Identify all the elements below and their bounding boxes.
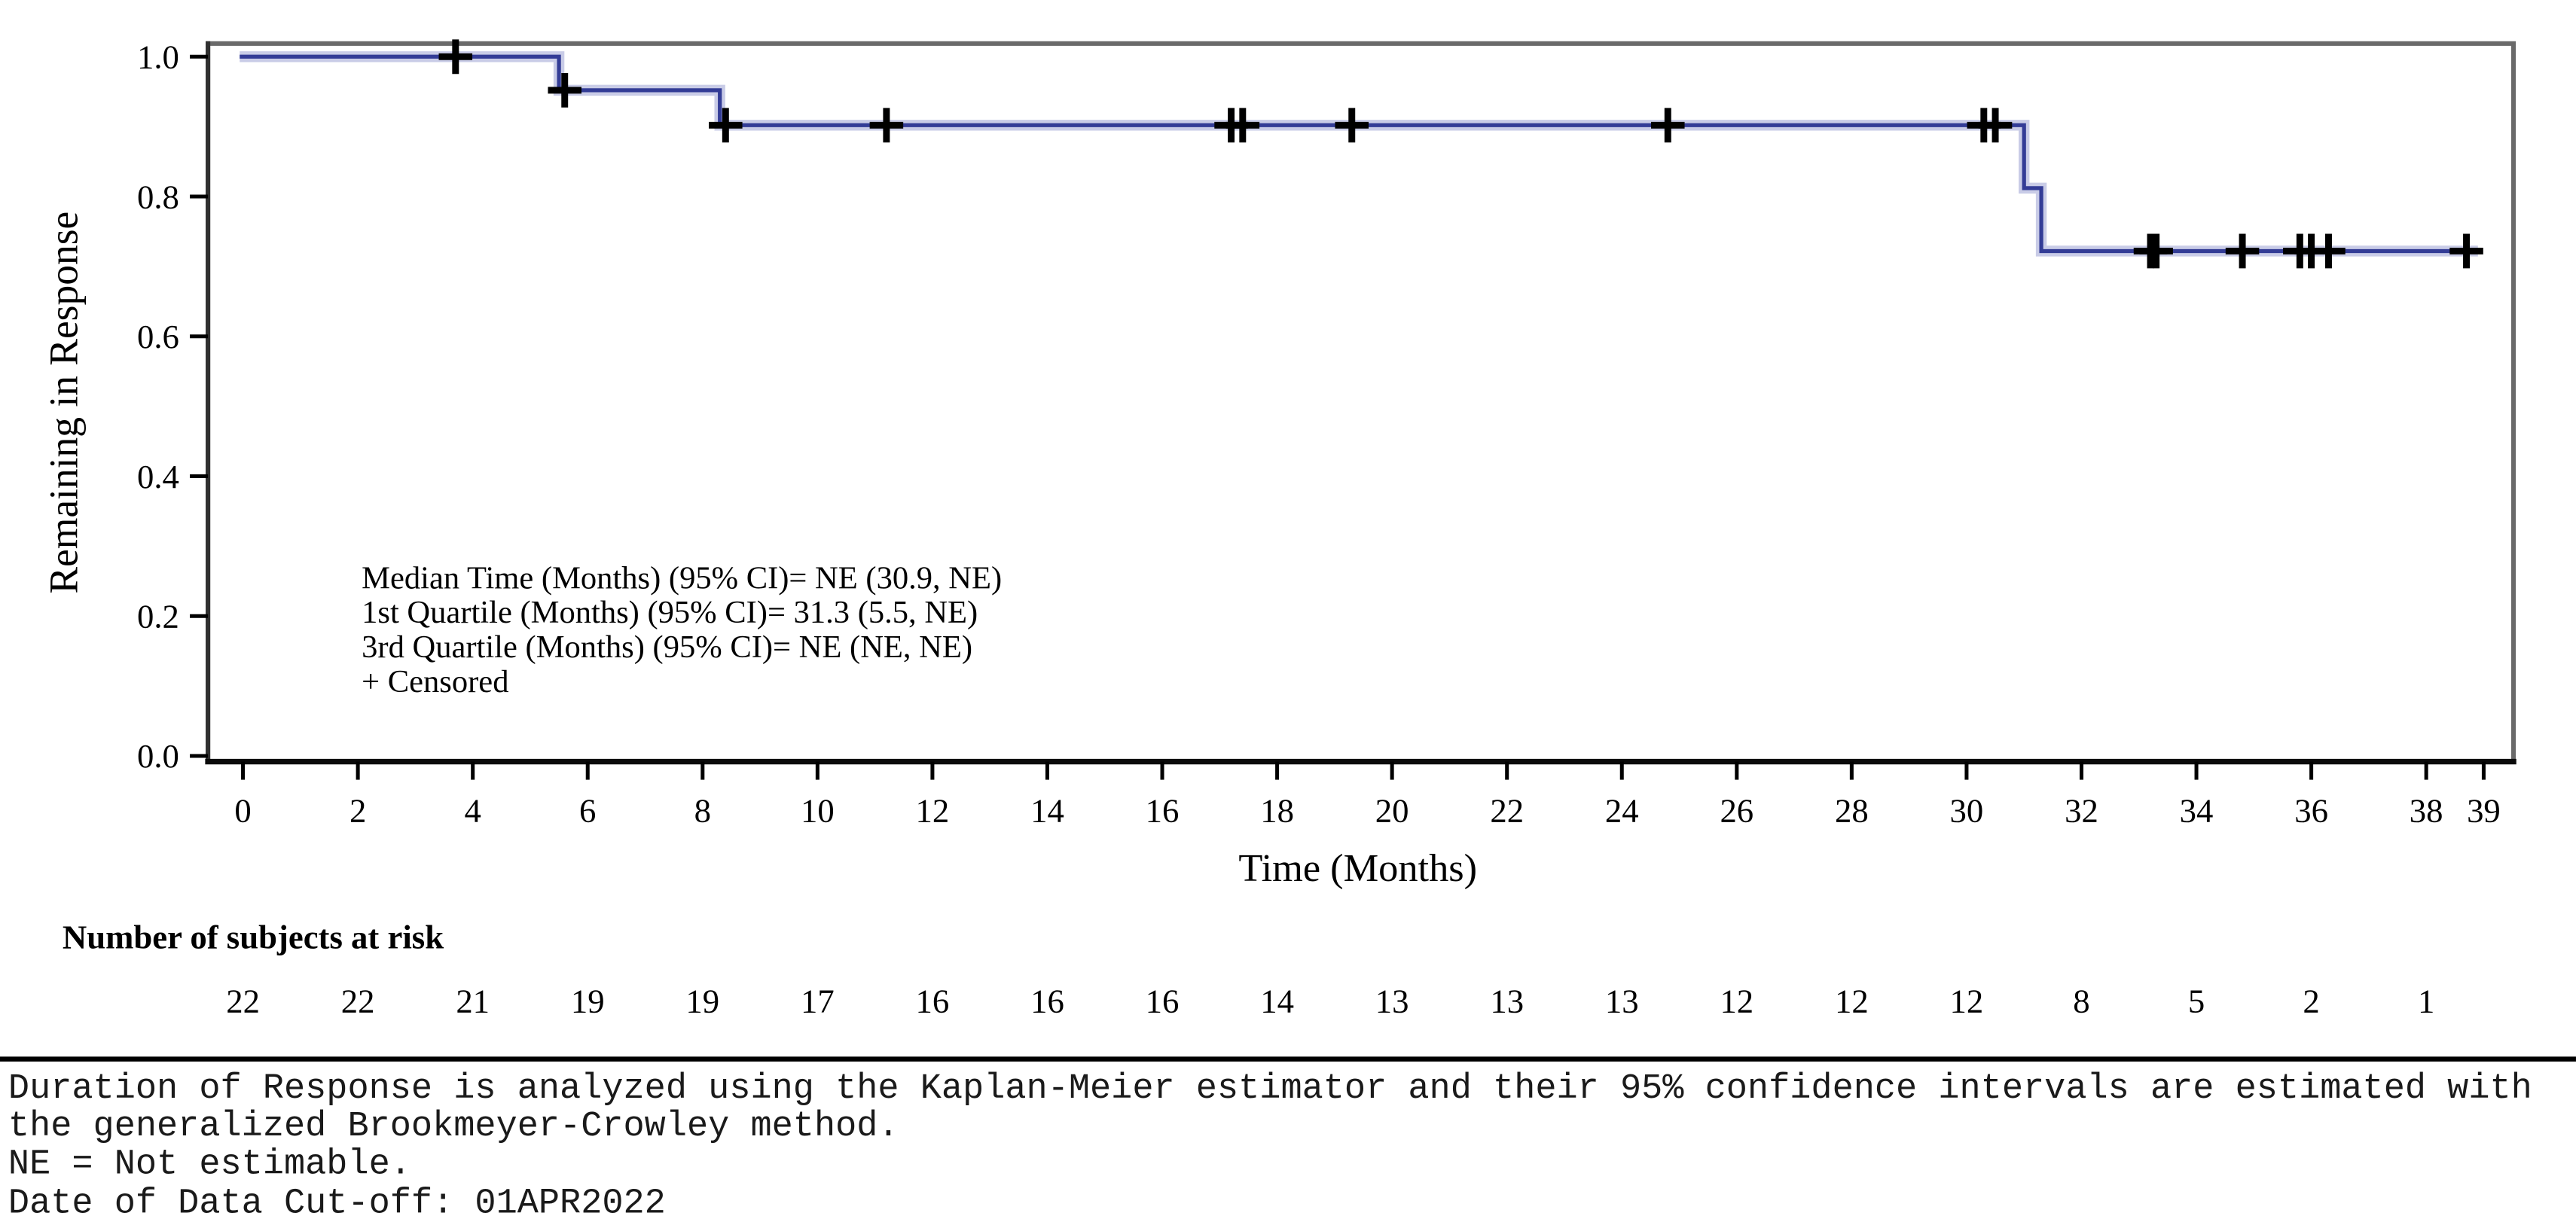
x-tick-label: 4: [464, 791, 481, 829]
at-risk-count: 13: [1605, 982, 1639, 1019]
y-tick-label: 0.2: [137, 597, 179, 635]
footnote-line-1: Duration of Response is analyzed using t…: [8, 1069, 2532, 1110]
at-risk-count: 5: [2188, 982, 2205, 1019]
x-axis-title: Time (Months): [1238, 846, 1477, 890]
km-curve: [240, 54, 2478, 254]
annotation-line: Median Time (Months) (95% CI)= NE (30.9,…: [362, 560, 1002, 596]
x-tick-label: 38: [2410, 791, 2443, 829]
at-risk-count: 21: [456, 982, 490, 1019]
at-risk-count: 16: [916, 982, 950, 1019]
censor-mark: [2449, 233, 2483, 269]
at-risk-count: 2: [2303, 982, 2319, 1019]
footnote-line-4: Date of Data Cut-off: 01APR2022: [8, 1184, 666, 1224]
x-tick-label: 30: [1950, 791, 1984, 829]
at-risk-count: 12: [1835, 982, 1869, 1019]
at-risk-count: 17: [801, 982, 835, 1019]
x-tick-label: 32: [2065, 791, 2098, 829]
footnote-line-3: NE = Not estimable.: [8, 1146, 411, 1186]
x-tick-label: 20: [1375, 791, 1409, 829]
annotation-line: + Censored: [362, 664, 508, 699]
annotation-line: 1st Quartile (Months) (95% CI)= 31.3 (5.…: [362, 595, 978, 630]
y-tick-label: 0.8: [137, 178, 179, 215]
at-risk-count: 22: [226, 982, 260, 1019]
x-tick-label: 22: [1490, 791, 1524, 829]
at-risk-count: 12: [1720, 982, 1753, 1019]
x-tick-label: 34: [2180, 791, 2214, 829]
y-axis-title: Remaining in Response: [41, 212, 87, 594]
x-tick-label: 18: [1260, 791, 1294, 829]
km-curve-halo: [240, 51, 2478, 257]
annotation-line: 3rd Quartile (Months) (95% CI)= NE (NE, …: [362, 629, 972, 665]
censor-mark: [2312, 233, 2346, 269]
censor-mark: [2139, 233, 2173, 269]
censor-mark: [709, 108, 743, 143]
censor-mark: [1225, 108, 1260, 143]
x-tick-label: 24: [1605, 791, 1639, 829]
x-tick-label: 16: [1146, 791, 1180, 829]
x-tick-label: 26: [1720, 791, 1753, 829]
censor-mark: [2225, 233, 2260, 269]
y-tick-label: 1.0: [137, 38, 179, 76]
x-tick-label: 14: [1030, 791, 1064, 829]
x-tick-label: 8: [694, 791, 711, 829]
x-tick-label: 10: [801, 791, 835, 829]
at-risk-count: 22: [341, 982, 375, 1019]
x-tick-label: 36: [2294, 791, 2328, 829]
x-tick-label: 39: [2467, 791, 2501, 829]
censor-mark: [548, 72, 581, 108]
censor-mark: [869, 108, 904, 143]
censor-mark: [438, 39, 473, 75]
at-risk-count: 1: [2418, 982, 2434, 1019]
y-tick-label: 0.6: [137, 318, 179, 355]
x-tick-label: 28: [1835, 791, 1869, 829]
x-tick-label: 6: [579, 791, 596, 829]
censor-mark: [1651, 108, 1685, 143]
at-risk-count: 16: [1146, 982, 1180, 1019]
at-risk-heading: Number of subjects at risk: [63, 918, 444, 955]
y-tick-label: 0.0: [137, 737, 179, 775]
x-tick-label: 2: [349, 791, 366, 829]
x-tick-label: 12: [916, 791, 950, 829]
at-risk-count: 12: [1950, 982, 1984, 1019]
censor-mark: [1978, 108, 2013, 143]
footnote-block: Duration of Response is analyzed using t…: [0, 1056, 2576, 1223]
at-risk-count: 19: [571, 982, 605, 1019]
censor-mark: [1335, 108, 1369, 143]
at-risk-count: 16: [1030, 982, 1064, 1019]
at-risk-count: 13: [1490, 982, 1524, 1019]
at-risk-count: 14: [1260, 982, 1294, 1019]
km-chart: 1.00.80.60.40.20.00 2 4 6 8 10 12 14 16 18 20 22 24 2…: [41, 38, 2516, 1019]
at-risk-count: 8: [2073, 982, 2089, 1019]
at-risk-count: 19: [685, 982, 719, 1019]
footnote-line-2: the generalized Brookmeyer-Crowley metho…: [8, 1108, 899, 1147]
x-tick-label: 0: [234, 791, 251, 829]
y-tick-label: 0.4: [137, 458, 179, 495]
at-risk-count: 13: [1375, 982, 1409, 1019]
